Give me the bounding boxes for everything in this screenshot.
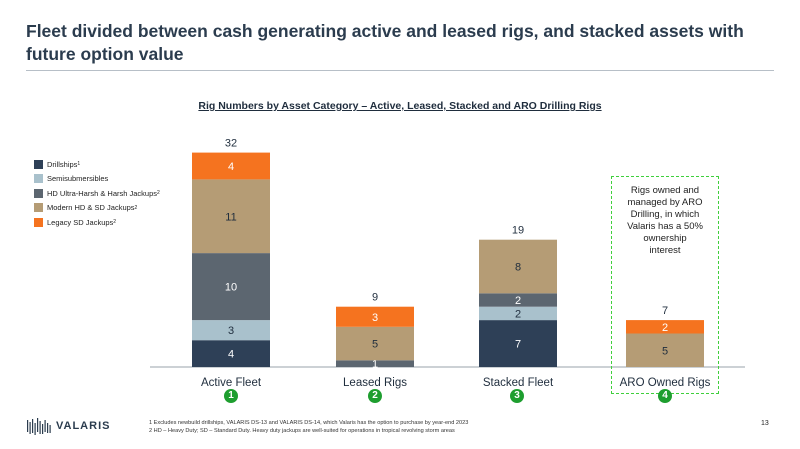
legend-footnote-marker: 2 bbox=[134, 204, 138, 211]
bar-segment bbox=[192, 320, 270, 341]
bar-total-label: 9 bbox=[372, 292, 378, 304]
footnote-1: 1 Excludes newbuild drillships, VALARIS … bbox=[149, 420, 469, 426]
legend-label: Semisubmersibles bbox=[47, 174, 109, 184]
footnote-2: 2 HD – Heavy Duty; SD – Standard Duty. H… bbox=[149, 427, 455, 434]
number-badge-2: 2 bbox=[368, 389, 382, 403]
bar-segment bbox=[192, 152, 270, 180]
chart-title: Rig Numbers by Asset Category – Active, … bbox=[198, 100, 602, 112]
bar-segment bbox=[479, 293, 557, 307]
bar-segment bbox=[479, 239, 557, 294]
bar-total-label: 7 bbox=[662, 305, 668, 317]
legend-label: Modern HD & SD Jackups bbox=[47, 203, 135, 213]
bar-segment-label: 2 bbox=[515, 308, 521, 320]
bar-segment bbox=[192, 179, 270, 254]
bar-segment-label: 2 bbox=[662, 322, 668, 334]
number-badge-3: 3 bbox=[510, 389, 524, 403]
aro-note-line: Drilling, in which bbox=[630, 209, 700, 220]
page-number: 13 bbox=[761, 420, 769, 427]
legend-footnote-marker: 1 bbox=[77, 161, 81, 168]
bar-segment bbox=[479, 306, 557, 321]
legend-item-hd-harsh-jackups: HD Ultra-Harsh & Harsh Jackups 2 bbox=[34, 186, 160, 201]
legend-item-semisubmersibles: Semisubmersibles bbox=[34, 172, 160, 187]
bar-segment-label: 11 bbox=[225, 211, 236, 223]
legend-item-modern-jackups: Modern HD & SD Jackups 2 bbox=[34, 201, 160, 216]
bar-segment-label: 3 bbox=[372, 312, 378, 324]
aro-note-line: Rigs owned and bbox=[630, 185, 700, 196]
bar-segment-label: 8 bbox=[515, 262, 521, 274]
legend-swatch-drillships bbox=[34, 159, 43, 169]
aro-note-line: Valaris has a 50% bbox=[627, 221, 703, 232]
bar-segment-label: 2 bbox=[515, 295, 521, 307]
legend-swatch-hd-harsh-jackups bbox=[34, 188, 43, 198]
bar-segment-label: 5 bbox=[662, 345, 668, 357]
bar-segment bbox=[336, 306, 414, 327]
aro-note-line: interest bbox=[649, 245, 681, 256]
page-title: Fleet divided between cash generating ac… bbox=[26, 21, 744, 64]
bar-segment bbox=[626, 333, 704, 367]
logo-wordmark: VALARIS bbox=[56, 420, 111, 432]
bar-segment bbox=[626, 320, 704, 334]
bar-total-label: 32 bbox=[225, 138, 237, 150]
legend-label: Legacy SD Jackups bbox=[47, 217, 114, 227]
legend-swatch-legacy-jackups bbox=[34, 217, 43, 227]
bar-segment-label: 5 bbox=[372, 339, 378, 351]
bar-total-label: 19 bbox=[512, 225, 524, 237]
legend-item-legacy-jackups: Legacy SD Jackups 2 bbox=[34, 215, 160, 230]
valaris-mark-icon bbox=[27, 418, 51, 435]
bar-segment bbox=[336, 326, 414, 361]
legend-footnote-marker: 2 bbox=[157, 190, 160, 197]
company-logo: VALARIS bbox=[26, 417, 110, 435]
x-tick-label: Active Fleet bbox=[201, 377, 262, 389]
x-tick-label: Leased Rigs bbox=[343, 377, 407, 389]
bar-segment-label: 3 bbox=[228, 325, 234, 337]
x-tick-label: ARO Owned Rigs bbox=[620, 377, 711, 389]
aro-note-line: managed by ARO bbox=[627, 197, 703, 208]
aro-note-line: ownership bbox=[643, 233, 687, 244]
legend-label: Drillships bbox=[47, 159, 78, 169]
legend-label: HD Ultra-Harsh & Harsh Jackups bbox=[47, 188, 158, 198]
bar-segment-label: 7 bbox=[515, 339, 521, 351]
legend-swatch-semisubmersibles bbox=[34, 174, 43, 184]
aro-note: Rigs owned and managed by ARO Drilling, … bbox=[611, 185, 719, 257]
bar-segment-label: 10 bbox=[225, 282, 237, 294]
bar-segment-label: 4 bbox=[228, 161, 234, 173]
bar-segment-label: 4 bbox=[228, 349, 234, 361]
number-badge-1: 1 bbox=[224, 389, 238, 403]
bar-segment bbox=[192, 253, 270, 321]
footnotes: 1 Excludes newbuild drillships, VALARIS … bbox=[149, 420, 468, 435]
x-tick-label: Stacked Fleet bbox=[483, 377, 554, 389]
title-divider bbox=[26, 70, 774, 71]
bar-segment bbox=[479, 320, 557, 367]
bar-segment bbox=[336, 360, 414, 367]
bar-segment-label: 1 bbox=[372, 359, 378, 371]
bar-segment bbox=[192, 340, 270, 367]
legend-swatch-modern-jackups bbox=[34, 203, 43, 213]
legend-item-drillships: Drillships 1 bbox=[34, 157, 160, 172]
chart-legend: Drillships 1 Semisubmersibles HD Ultra-Ha… bbox=[34, 157, 160, 230]
number-badge-4: 4 bbox=[658, 389, 672, 403]
legend-footnote-marker: 2 bbox=[113, 219, 117, 226]
